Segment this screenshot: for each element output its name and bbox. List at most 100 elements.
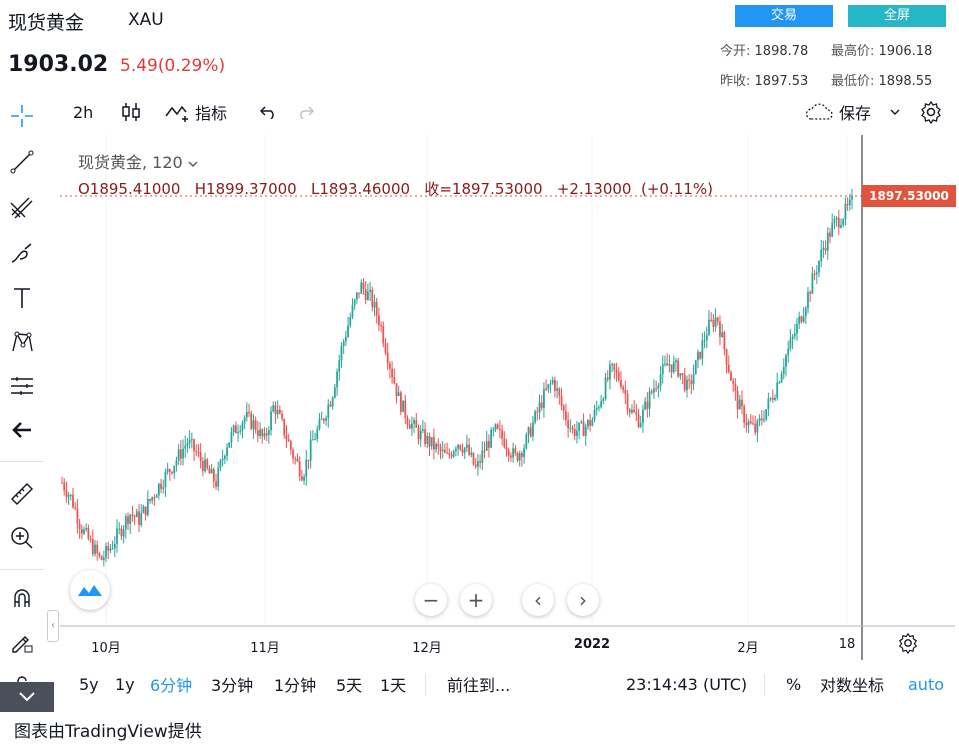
candle-body bbox=[87, 528, 90, 539]
redo-icon[interactable] bbox=[295, 94, 315, 130]
range-5y[interactable]: 5y bbox=[79, 674, 99, 694]
candle-body bbox=[393, 377, 396, 384]
percent-scale-toggle[interactable]: % bbox=[786, 674, 802, 694]
candle-body bbox=[481, 450, 484, 463]
candle-body bbox=[708, 319, 710, 335]
candle-body bbox=[818, 261, 820, 273]
text-icon[interactable] bbox=[6, 282, 38, 314]
tradingview-logo-icon[interactable] bbox=[70, 570, 110, 610]
candle-body bbox=[474, 464, 477, 467]
candle-body bbox=[829, 232, 831, 237]
settings-gear-icon[interactable] bbox=[919, 94, 943, 130]
candle-body bbox=[67, 495, 70, 497]
ruler-icon[interactable] bbox=[6, 478, 38, 510]
zoom-out-button[interactable]: − bbox=[415, 584, 447, 616]
candle-body bbox=[395, 383, 398, 397]
candle-body bbox=[307, 459, 310, 461]
candle-body bbox=[536, 411, 539, 413]
range-3min[interactable]: 3分钟 bbox=[211, 676, 254, 695]
log-scale-toggle[interactable]: 对数坐标 bbox=[820, 676, 885, 695]
candle-body bbox=[96, 544, 99, 554]
candle-body bbox=[441, 449, 444, 451]
pattern-icon[interactable] bbox=[6, 326, 38, 358]
auto-scale-toggle[interactable]: auto bbox=[908, 674, 945, 694]
candle-body bbox=[428, 435, 431, 447]
candle-body bbox=[611, 363, 614, 365]
candle-body bbox=[157, 483, 160, 496]
candle-body bbox=[710, 319, 713, 321]
candle-body bbox=[483, 450, 486, 452]
candle-body bbox=[69, 494, 72, 496]
candle-body bbox=[309, 439, 312, 461]
candle-body bbox=[776, 382, 779, 398]
candle-body bbox=[798, 316, 801, 324]
candle-type-icon[interactable] bbox=[121, 94, 141, 130]
candle-body bbox=[188, 439, 191, 444]
legend-symbol[interactable]: 现货黄金, 120 bbox=[78, 149, 198, 173]
goto-date-button[interactable]: 前往到... bbox=[447, 676, 511, 695]
candle-body bbox=[78, 523, 81, 529]
back-arrow-icon[interactable] bbox=[6, 414, 38, 446]
candle-body bbox=[267, 430, 270, 436]
indicators-button[interactable]: 指标 bbox=[165, 94, 227, 130]
fib-icon[interactable] bbox=[6, 192, 38, 224]
candle-body bbox=[408, 424, 411, 429]
x-tick-label: 12月 bbox=[412, 641, 442, 656]
candle-body bbox=[377, 315, 380, 326]
x-tick-label: 2月 bbox=[737, 641, 759, 656]
candle-body bbox=[719, 321, 721, 338]
candle-body bbox=[122, 529, 125, 537]
candle-body bbox=[138, 511, 140, 525]
save-button[interactable]: 保存 bbox=[805, 94, 871, 130]
scroll-right-button[interactable]: › bbox=[567, 584, 599, 616]
candle-body bbox=[516, 452, 519, 461]
candle-body bbox=[430, 437, 433, 447]
x-tick-label: 2022 bbox=[573, 637, 611, 652]
candle-body bbox=[120, 528, 123, 537]
x-tick-label: 11月 bbox=[250, 641, 280, 656]
axis-settings-gear-icon[interactable] bbox=[897, 632, 919, 658]
candle-body bbox=[809, 292, 812, 294]
candle-body bbox=[263, 433, 266, 437]
candle-body bbox=[320, 418, 323, 420]
candle-body bbox=[633, 409, 636, 413]
trendline-icon[interactable] bbox=[6, 146, 38, 178]
eye-icon[interactable] bbox=[0, 682, 54, 712]
candle-body bbox=[692, 374, 695, 385]
clock-time[interactable]: 23:14:43 (UTC) bbox=[626, 674, 748, 694]
save-dropdown-chevron-icon[interactable] bbox=[890, 94, 900, 130]
scroll-left-button[interactable]: ‹ bbox=[522, 584, 554, 616]
candle-body bbox=[703, 340, 706, 342]
measure-icon[interactable] bbox=[6, 370, 38, 402]
lock-draw-icon[interactable] bbox=[6, 626, 38, 658]
candle-body bbox=[694, 360, 697, 375]
range-1y[interactable]: 1y bbox=[115, 674, 135, 694]
interval-selector[interactable]: 2h bbox=[73, 102, 94, 122]
trade-button[interactable]: 交易 bbox=[735, 5, 833, 27]
price-change: 5.49(0.29%) bbox=[120, 56, 226, 76]
candle-body bbox=[201, 461, 204, 472]
range-6min[interactable]: 6分钟 bbox=[150, 676, 193, 695]
candle-body bbox=[327, 404, 330, 419]
undo-icon[interactable] bbox=[259, 94, 279, 130]
candle-body bbox=[602, 399, 605, 402]
zoom-in-icon[interactable] bbox=[6, 522, 38, 554]
range-1min[interactable]: 1分钟 bbox=[274, 676, 317, 695]
candle-body bbox=[778, 382, 781, 384]
collapse-toolbar-handle[interactable]: ‹ bbox=[47, 610, 59, 642]
brush-icon[interactable] bbox=[6, 238, 38, 270]
range-1day[interactable]: 1天 bbox=[380, 676, 407, 695]
crosshair-icon[interactable] bbox=[6, 100, 38, 132]
range-5day[interactable]: 5天 bbox=[336, 676, 363, 695]
candle-body bbox=[452, 451, 455, 457]
candle-body bbox=[826, 232, 829, 251]
candle-body bbox=[160, 483, 162, 489]
candle-body bbox=[237, 431, 239, 434]
fullscreen-button[interactable]: 全屏 bbox=[848, 5, 946, 27]
zoom-in-button[interactable]: + bbox=[460, 584, 492, 616]
candle-body bbox=[479, 461, 482, 463]
candle-body bbox=[822, 248, 825, 250]
magnet-icon[interactable] bbox=[6, 582, 38, 614]
candle-body bbox=[840, 224, 842, 228]
